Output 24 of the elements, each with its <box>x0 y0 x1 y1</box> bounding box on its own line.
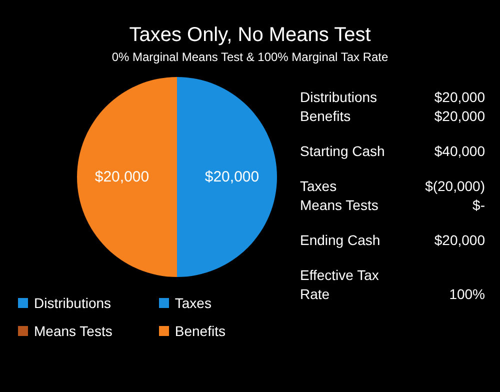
text: $- <box>472 196 485 215</box>
text: $(20,000) <box>425 177 485 196</box>
data-label: $20,000 <box>204 168 260 186</box>
text: Benefits <box>300 107 351 126</box>
chart-title: Taxes Only, No Means Test <box>128 24 372 47</box>
text: $20,000 <box>434 231 485 250</box>
legend-label: Means Tests <box>34 323 112 339</box>
chart-subtitle: 0% Marginal Means Test & 100% Marginal Tax Rate <box>110 50 390 64</box>
text: Ending Cash <box>300 231 380 250</box>
text: Means Tests <box>300 196 378 215</box>
pie-slice <box>77 77 177 277</box>
legend-label: Taxes <box>174 295 212 311</box>
text: $40,000 <box>434 142 485 161</box>
text: 100% <box>449 285 485 304</box>
text: Effective Tax Rate <box>300 266 380 304</box>
data-label: $20,000 <box>94 168 150 186</box>
text: Distributions <box>300 88 378 107</box>
legend-label: Distributions <box>34 295 112 311</box>
text: $20,000 <box>434 88 485 107</box>
text: $20,000 <box>434 107 485 126</box>
text: Taxes <box>300 177 337 196</box>
text: Starting Cash <box>300 142 385 161</box>
pie-slice <box>177 77 277 277</box>
legend-label: Benefits <box>174 323 226 339</box>
